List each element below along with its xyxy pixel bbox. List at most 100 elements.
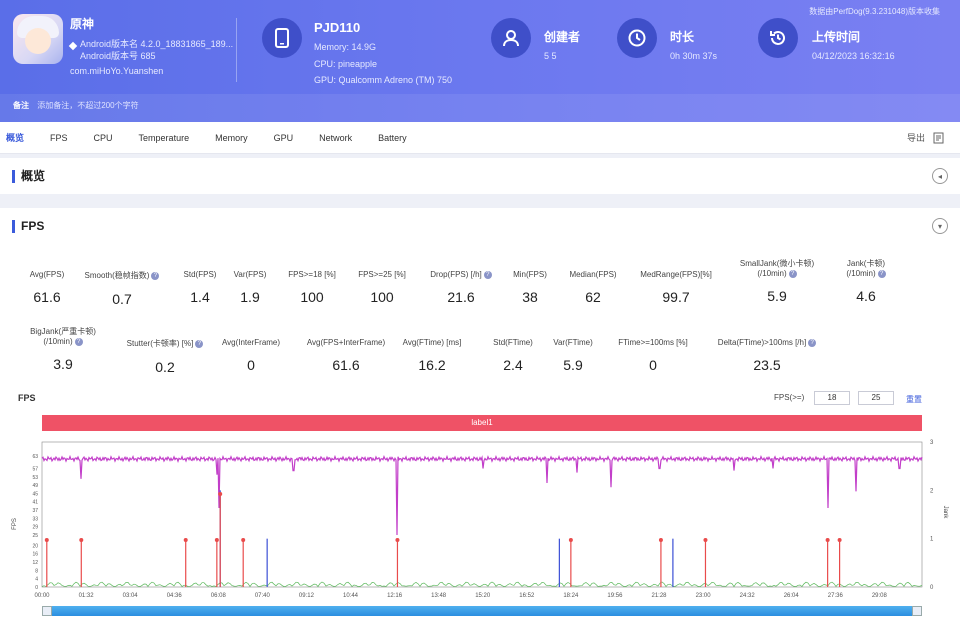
jank-marker: [218, 492, 223, 496]
y-tick-label: 4: [35, 577, 38, 583]
y-tick-label: 45: [32, 491, 38, 497]
fps-panel-title: FPS: [12, 220, 44, 233]
x-tick-label: 13:48: [431, 593, 447, 599]
y-tick-label: 41: [32, 500, 38, 506]
tab-battery[interactable]: Battery: [378, 132, 407, 143]
device-gpu: GPU: Qualcomm Adreno (TM) 750: [314, 75, 453, 85]
info-icon: ?: [151, 271, 160, 280]
y-tick-label: 37: [32, 508, 38, 514]
x-tick-label: 10:44: [343, 593, 359, 599]
y-tick-label: 25: [32, 533, 38, 539]
user-icon: [491, 18, 531, 58]
x-tick-label: 16:52: [519, 593, 535, 599]
tab-bar: 概览 FPS CPU Temperature Memory GPU Networ…: [0, 122, 960, 154]
time-range-slider[interactable]: [42, 606, 922, 616]
upload-title: 上传时间: [812, 30, 861, 44]
x-tick-label: 19:56: [607, 593, 623, 599]
device-name: PJD110: [314, 20, 361, 35]
fps-chart[interactable]: 048121620252933374145495357630123FPSJank…: [0, 432, 960, 604]
tab-gpu[interactable]: GPU: [273, 132, 294, 143]
metric-r1-6: Drop(FPS) [/h]? 21.6: [401, 270, 521, 305]
metric-r1-4: FPS>=18 [%] 100: [288, 270, 336, 305]
jank-marker: [183, 538, 188, 542]
metric-r1-3: Var(FPS) 1.9: [233, 270, 267, 305]
fps-collapse-icon[interactable]: ▾: [932, 218, 948, 234]
y-tick-label: 53: [32, 475, 38, 481]
jank-marker: [44, 538, 49, 542]
x-tick-label: 15:20: [475, 593, 491, 599]
x-tick-label: 29:08: [872, 593, 888, 599]
x-tick-label: 01:32: [79, 593, 95, 599]
metric-r2-5: Std(FTime) 2.4: [493, 338, 533, 373]
metric-r1-7: Min(FPS) 38: [513, 270, 547, 305]
info-icon: ?: [483, 270, 492, 279]
x-tick-label: 27:36: [828, 593, 844, 599]
fps-threshold-input-a[interactable]: 18: [814, 391, 850, 405]
x-tick-label: 03:04: [123, 593, 139, 599]
metric-r2-6: Var(FTime) 5.9: [553, 338, 593, 373]
jank-marker: [214, 538, 219, 542]
plot-area: [41, 441, 923, 588]
app-version-name: Android版本名 4.2.0_18831865_189...: [80, 39, 234, 49]
device-memory: Memory: 14.9G: [314, 42, 377, 52]
tab-memory[interactable]: Memory: [215, 132, 248, 143]
y-tick-label: 63: [32, 454, 38, 460]
slider-handle-left[interactable]: [42, 606, 52, 616]
y-tick-label: 16: [32, 552, 38, 558]
info-icon: ?: [808, 338, 817, 347]
remark-input[interactable]: 添加备注，不超过200个字符: [37, 101, 139, 110]
creator-title: 创建者: [544, 30, 581, 44]
metric-r1-1: Smooth(稳帧指数)? 0.7: [62, 270, 182, 307]
report-header: 原神 Android版本名 4.2.0_18831865_189... Andr…: [0, 0, 960, 122]
x-tick-label: 00:00: [34, 593, 50, 599]
label-bar[interactable]: label1: [42, 415, 922, 431]
x-tick-label: 12:16: [387, 593, 403, 599]
jank-marker: [395, 538, 400, 542]
y2-axis-label: Jank: [942, 506, 948, 520]
y-tick-label: 33: [32, 516, 38, 522]
overview-collapse-icon[interactable]: ◂: [932, 168, 948, 184]
overview-panel: 概览 ◂: [0, 158, 960, 194]
metric-r2-1: Stutter(卡顿率) [%]? 0.2: [105, 338, 225, 375]
x-tick-label: 06:08: [211, 593, 227, 599]
jank-marker: [703, 538, 708, 542]
tab-temperature[interactable]: Temperature: [138, 132, 190, 143]
x-tick-label: 09:12: [299, 593, 315, 599]
app-version-code: Android版本号 685: [80, 51, 156, 61]
jank-marker: [658, 538, 663, 542]
x-tick-label: 07:40: [255, 593, 271, 599]
metric-r1-10: SmallJank(微小卡顿) (/10min)? 5.9: [739, 259, 815, 304]
app-package: com.miHoYo.Yuanshen: [70, 66, 164, 76]
y2-tick-label: 0: [930, 585, 934, 591]
export-button[interactable]: 导出: [906, 133, 925, 143]
x-tick-label: 04:36: [167, 593, 183, 599]
reset-button[interactable]: 重置: [906, 395, 922, 404]
remark-bar[interactable]: 备注 添加备注，不超过200个字符: [0, 94, 960, 122]
y2-tick-label: 1: [930, 537, 934, 543]
creator-value: 5 5: [544, 51, 557, 61]
y-tick-label: 57: [32, 466, 38, 472]
tab-fps[interactable]: FPS: [50, 132, 68, 143]
info-icon: ?: [877, 269, 886, 278]
clock-icon: [617, 18, 657, 58]
tab-cpu[interactable]: CPU: [93, 132, 113, 143]
tab-overview[interactable]: 概览: [6, 133, 25, 143]
metric-r1-8: Median(FPS) 62: [569, 270, 617, 305]
metric-r2-4: Avg(FTime) [ms] 16.2: [402, 338, 462, 373]
document-icon[interactable]: [933, 132, 944, 144]
y-tick-label: 12: [32, 560, 38, 566]
x-tick-label: 21:28: [651, 593, 667, 599]
tab-network[interactable]: Network: [319, 132, 353, 143]
duration-value: 0h 30m 37s: [670, 51, 718, 61]
y2-tick-label: 2: [930, 488, 934, 494]
info-icon: ?: [74, 337, 83, 346]
metric-r1-5: FPS>=25 [%] 100: [358, 270, 406, 305]
metric-r2-8: Delta(FTime)>100ms [/h]? 23.5: [707, 338, 827, 373]
slider-handle-right[interactable]: [912, 606, 922, 616]
duration-title: 时长: [670, 30, 695, 44]
jank-marker: [825, 538, 830, 542]
jank-marker: [79, 538, 84, 542]
fps-threshold-input-b[interactable]: 25: [858, 391, 894, 405]
x-tick-label: 24:32: [740, 593, 756, 599]
metric-r1-0: Avg(FPS) 61.6: [29, 270, 65, 305]
